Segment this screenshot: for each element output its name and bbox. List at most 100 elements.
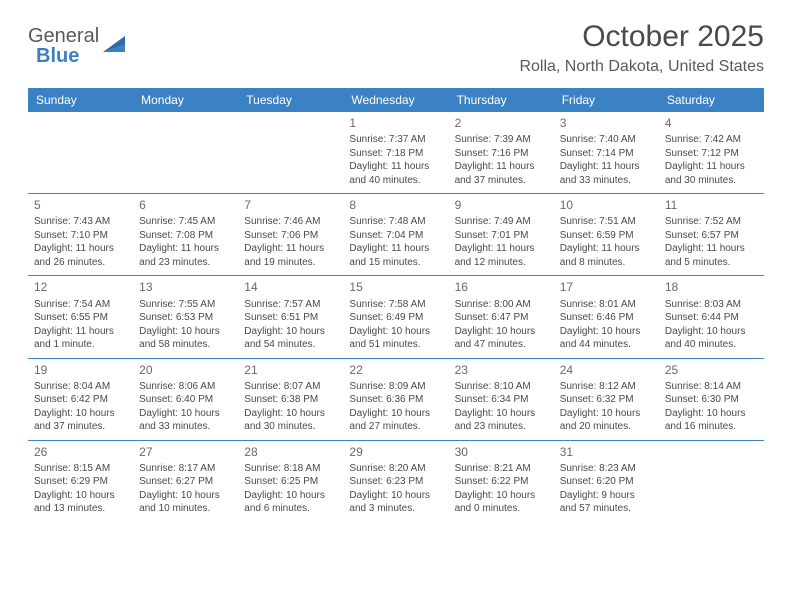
day-number: 23 <box>455 362 548 378</box>
sunrise-text: Sunrise: 8:18 AM <box>244 462 337 476</box>
sunset-text: Sunset: 6:40 PM <box>139 393 232 407</box>
day-header-sat: Saturday <box>659 88 764 112</box>
daylight-text: Daylight: 10 hours and 27 minutes. <box>349 407 442 434</box>
daylight-text: Daylight: 11 hours and 12 minutes. <box>455 242 548 269</box>
day-cell: 2Sunrise: 7:39 AMSunset: 7:16 PMDaylight… <box>449 112 554 193</box>
day-cell: 17Sunrise: 8:01 AMSunset: 6:46 PMDayligh… <box>554 276 659 357</box>
daylight-text: Daylight: 11 hours and 19 minutes. <box>244 242 337 269</box>
day-number: 13 <box>139 279 232 295</box>
day-number: 8 <box>349 197 442 213</box>
day-header-row: Sunday Monday Tuesday Wednesday Thursday… <box>28 88 764 112</box>
triangle-icon <box>103 34 125 57</box>
day-cell: 31Sunrise: 8:23 AMSunset: 6:20 PMDayligh… <box>554 441 659 522</box>
title-block: October 2025 Rolla, North Dakota, United… <box>519 20 764 76</box>
sunset-text: Sunset: 6:38 PM <box>244 393 337 407</box>
sunset-text: Sunset: 6:23 PM <box>349 475 442 489</box>
sunrise-text: Sunrise: 7:58 AM <box>349 298 442 312</box>
sunrise-text: Sunrise: 8:07 AM <box>244 380 337 394</box>
day-number: 30 <box>455 444 548 460</box>
sunset-text: Sunset: 7:10 PM <box>34 229 127 243</box>
day-header-thu: Thursday <box>449 88 554 112</box>
day-cell: 14Sunrise: 7:57 AMSunset: 6:51 PMDayligh… <box>238 276 343 357</box>
day-cell: 18Sunrise: 8:03 AMSunset: 6:44 PMDayligh… <box>659 276 764 357</box>
sunset-text: Sunset: 6:53 PM <box>139 311 232 325</box>
logo-text-block: General Blue <box>28 26 99 67</box>
day-number: 15 <box>349 279 442 295</box>
sunrise-text: Sunrise: 8:00 AM <box>455 298 548 312</box>
daylight-text: Daylight: 11 hours and 30 minutes. <box>665 160 758 187</box>
day-cell <box>28 112 133 193</box>
sunrise-text: Sunrise: 8:04 AM <box>34 380 127 394</box>
day-cell: 22Sunrise: 8:09 AMSunset: 6:36 PMDayligh… <box>343 359 448 440</box>
logo-word2: Blue <box>36 45 79 67</box>
sunrise-text: Sunrise: 7:57 AM <box>244 298 337 312</box>
day-cell: 27Sunrise: 8:17 AMSunset: 6:27 PMDayligh… <box>133 441 238 522</box>
day-cell: 7Sunrise: 7:46 AMSunset: 7:06 PMDaylight… <box>238 194 343 275</box>
day-cell: 12Sunrise: 7:54 AMSunset: 6:55 PMDayligh… <box>28 276 133 357</box>
week-row: 1Sunrise: 7:37 AMSunset: 7:18 PMDaylight… <box>28 112 764 194</box>
sunrise-text: Sunrise: 8:23 AM <box>560 462 653 476</box>
day-cell: 13Sunrise: 7:55 AMSunset: 6:53 PMDayligh… <box>133 276 238 357</box>
sunrise-text: Sunrise: 7:45 AM <box>139 215 232 229</box>
day-cell: 21Sunrise: 8:07 AMSunset: 6:38 PMDayligh… <box>238 359 343 440</box>
sunset-text: Sunset: 6:25 PM <box>244 475 337 489</box>
sunrise-text: Sunrise: 8:21 AM <box>455 462 548 476</box>
day-number: 24 <box>560 362 653 378</box>
daylight-text: Daylight: 10 hours and 33 minutes. <box>139 407 232 434</box>
daylight-text: Daylight: 10 hours and 54 minutes. <box>244 325 337 352</box>
sunset-text: Sunset: 6:36 PM <box>349 393 442 407</box>
day-cell: 29Sunrise: 8:20 AMSunset: 6:23 PMDayligh… <box>343 441 448 522</box>
day-cell: 26Sunrise: 8:15 AMSunset: 6:29 PMDayligh… <box>28 441 133 522</box>
daylight-text: Daylight: 11 hours and 40 minutes. <box>349 160 442 187</box>
day-number: 10 <box>560 197 653 213</box>
sunset-text: Sunset: 7:12 PM <box>665 147 758 161</box>
location: Rolla, North Dakota, United States <box>519 58 764 76</box>
sunrise-text: Sunrise: 8:10 AM <box>455 380 548 394</box>
day-cell: 8Sunrise: 7:48 AMSunset: 7:04 PMDaylight… <box>343 194 448 275</box>
day-cell: 19Sunrise: 8:04 AMSunset: 6:42 PMDayligh… <box>28 359 133 440</box>
day-cell: 11Sunrise: 7:52 AMSunset: 6:57 PMDayligh… <box>659 194 764 275</box>
day-cell: 5Sunrise: 7:43 AMSunset: 7:10 PMDaylight… <box>28 194 133 275</box>
sunset-text: Sunset: 6:47 PM <box>455 311 548 325</box>
day-header-mon: Monday <box>133 88 238 112</box>
day-number: 9 <box>455 197 548 213</box>
sunrise-text: Sunrise: 8:06 AM <box>139 380 232 394</box>
sunrise-text: Sunrise: 8:17 AM <box>139 462 232 476</box>
day-header-tue: Tuesday <box>238 88 343 112</box>
daylight-text: Daylight: 11 hours and 5 minutes. <box>665 242 758 269</box>
daylight-text: Daylight: 10 hours and 6 minutes. <box>244 489 337 516</box>
day-cell <box>133 112 238 193</box>
sunset-text: Sunset: 6:32 PM <box>560 393 653 407</box>
day-cell: 25Sunrise: 8:14 AMSunset: 6:30 PMDayligh… <box>659 359 764 440</box>
daylight-text: Daylight: 10 hours and 37 minutes. <box>34 407 127 434</box>
day-number: 18 <box>665 279 758 295</box>
daylight-text: Daylight: 10 hours and 16 minutes. <box>665 407 758 434</box>
sunrise-text: Sunrise: 7:37 AM <box>349 133 442 147</box>
day-header-sun: Sunday <box>28 88 133 112</box>
day-cell: 1Sunrise: 7:37 AMSunset: 7:18 PMDaylight… <box>343 112 448 193</box>
day-number: 6 <box>139 197 232 213</box>
sunset-text: Sunset: 7:16 PM <box>455 147 548 161</box>
calendar-grid: Sunday Monday Tuesday Wednesday Thursday… <box>28 88 764 522</box>
sunrise-text: Sunrise: 8:12 AM <box>560 380 653 394</box>
sunset-text: Sunset: 6:34 PM <box>455 393 548 407</box>
sunrise-text: Sunrise: 8:01 AM <box>560 298 653 312</box>
day-number: 16 <box>455 279 548 295</box>
daylight-text: Daylight: 9 hours and 57 minutes. <box>560 489 653 516</box>
sunrise-text: Sunrise: 7:40 AM <box>560 133 653 147</box>
sunset-text: Sunset: 6:29 PM <box>34 475 127 489</box>
week-row: 5Sunrise: 7:43 AMSunset: 7:10 PMDaylight… <box>28 194 764 276</box>
daylight-text: Daylight: 10 hours and 3 minutes. <box>349 489 442 516</box>
sunset-text: Sunset: 7:06 PM <box>244 229 337 243</box>
week-row: 12Sunrise: 7:54 AMSunset: 6:55 PMDayligh… <box>28 276 764 358</box>
calendar-page: General Blue October 2025 Rolla, North D… <box>0 0 792 532</box>
sunrise-text: Sunrise: 7:46 AM <box>244 215 337 229</box>
sunrise-text: Sunrise: 8:03 AM <box>665 298 758 312</box>
day-number: 21 <box>244 362 337 378</box>
week-row: 26Sunrise: 8:15 AMSunset: 6:29 PMDayligh… <box>28 441 764 522</box>
day-cell: 9Sunrise: 7:49 AMSunset: 7:01 PMDaylight… <box>449 194 554 275</box>
header: General Blue October 2025 Rolla, North D… <box>28 20 764 76</box>
sunset-text: Sunset: 6:42 PM <box>34 393 127 407</box>
daylight-text: Daylight: 10 hours and 40 minutes. <box>665 325 758 352</box>
sunrise-text: Sunrise: 8:20 AM <box>349 462 442 476</box>
